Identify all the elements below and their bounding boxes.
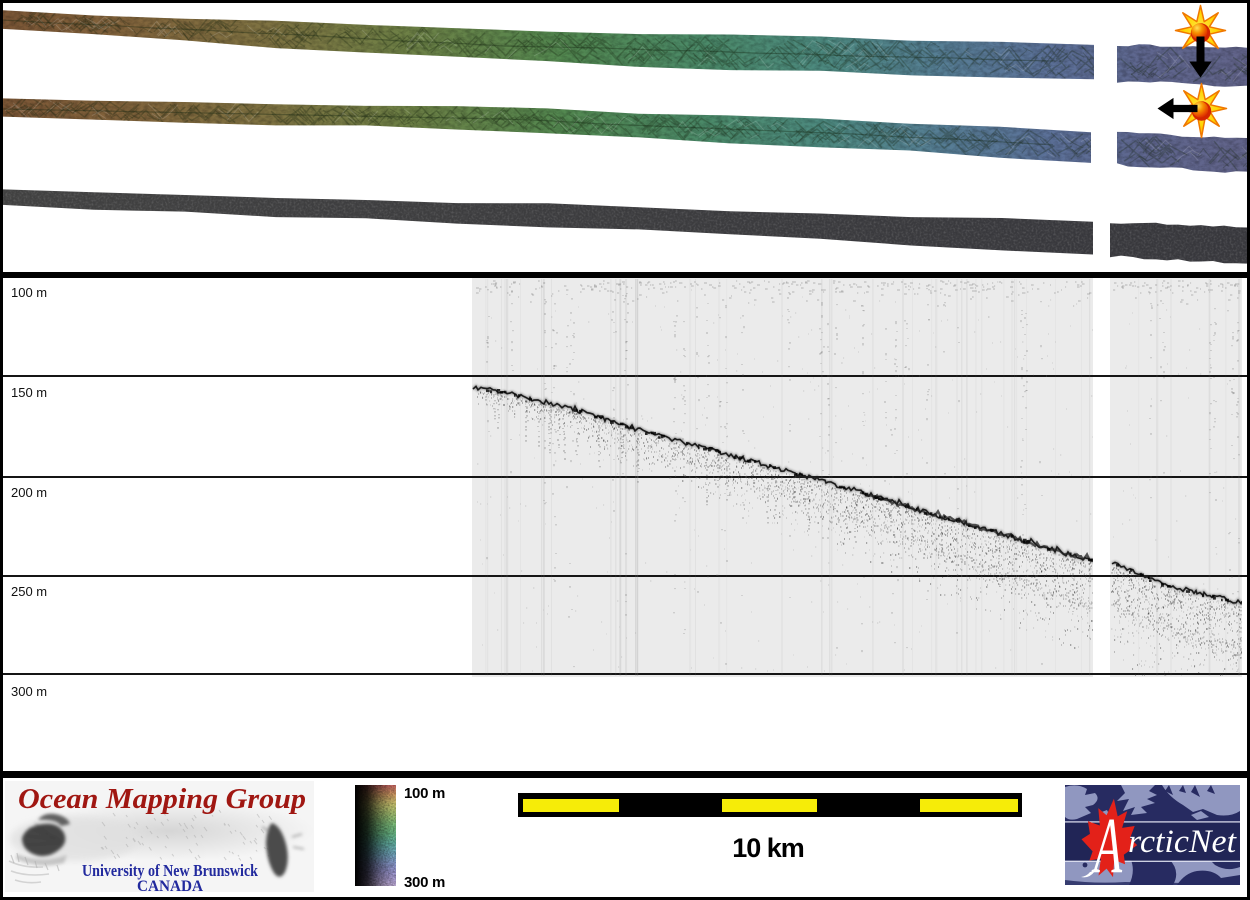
svg-text:CANADA: CANADA <box>137 878 204 892</box>
svg-text:rcticNet: rcticNet <box>1128 824 1237 860</box>
svg-text:Ocean Mapping Group: Ocean Mapping Group <box>18 783 306 815</box>
svg-text:University of New Brunswick: University of New Brunswick <box>82 861 259 880</box>
svg-text:A: A <box>1091 802 1123 885</box>
